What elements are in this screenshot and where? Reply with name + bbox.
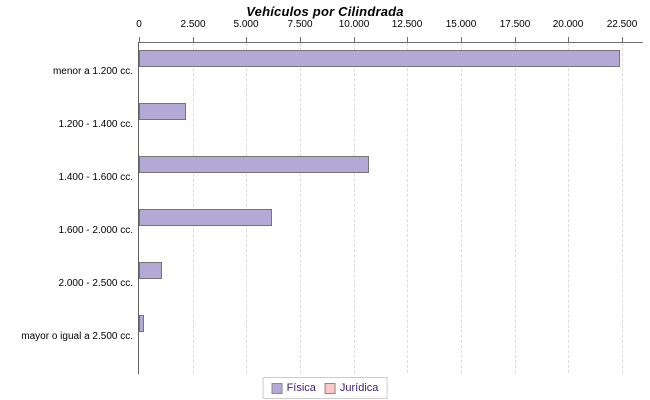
x-axis-tick-label: 15.000: [445, 19, 477, 30]
x-axis-tick-mark: [300, 37, 301, 42]
bar-física: [139, 315, 144, 332]
vertical-gridline: [193, 43, 194, 373]
category-label: 1.600 - 2.000 cc.: [58, 225, 134, 236]
bar-física: [139, 103, 186, 120]
x-axis-tick-mark: [515, 37, 516, 42]
x-axis-tick-label: 20.000: [552, 19, 584, 30]
vertical-gridline: [407, 43, 408, 373]
legend-label: Física: [286, 382, 316, 394]
y-axis-line: [138, 42, 139, 374]
x-axis-tick-label: 2.500: [180, 19, 206, 30]
x-axis-tick-mark: [407, 37, 408, 42]
vertical-gridline: [461, 43, 462, 373]
vertical-gridline: [354, 43, 355, 373]
x-axis-tick-mark: [568, 37, 569, 42]
x-axis-tick-mark: [139, 37, 140, 42]
category-label: menor a 1.200 cc.: [52, 66, 133, 77]
category-label: 1.200 - 1.400 cc.: [58, 119, 134, 130]
legend-swatch-icon: [271, 382, 283, 394]
x-axis-tick-label: 0: [136, 19, 142, 30]
legend-swatch-icon: [324, 382, 336, 394]
x-axis-tick-mark: [354, 37, 355, 42]
legend-item-física: Física: [271, 382, 316, 394]
vertical-gridline: [246, 43, 247, 373]
category-label: mayor o igual a 2.500 cc.: [21, 331, 133, 342]
x-axis-tick-mark: [246, 37, 247, 42]
legend-item-jurídica: Jurídica: [324, 382, 379, 394]
category-label: 1.400 - 1.600 cc.: [58, 172, 134, 183]
chart-title: Vehículos por Cilindrada: [246, 4, 404, 19]
vertical-gridline: [622, 43, 623, 373]
bar-física: [139, 262, 162, 279]
x-axis-tick-label: 12.500: [391, 19, 423, 30]
x-axis-tick-mark: [193, 37, 194, 42]
x-axis-tick-mark: [461, 37, 462, 42]
x-axis-tick-label: 22.500: [606, 19, 638, 30]
vertical-gridline: [300, 43, 301, 373]
chart-legend: Física Jurídica: [262, 377, 388, 399]
legend-label: Jurídica: [339, 382, 379, 394]
bar-física: [139, 156, 369, 173]
x-axis-tick-label: 5.000: [233, 19, 259, 30]
x-axis-tick-label: 7.500: [287, 19, 313, 30]
bar-física: [139, 50, 620, 67]
x-axis-tick-label: 17.500: [499, 19, 531, 30]
x-axis-tick-mark: [622, 37, 623, 42]
bar-física: [139, 209, 272, 226]
x-axis-tick-label: 10.000: [338, 19, 370, 30]
category-label: 2.000 - 2.500 cc.: [58, 278, 134, 289]
x-axis-line: [138, 42, 643, 43]
vertical-gridline: [568, 43, 569, 373]
vertical-gridline: [515, 43, 516, 373]
